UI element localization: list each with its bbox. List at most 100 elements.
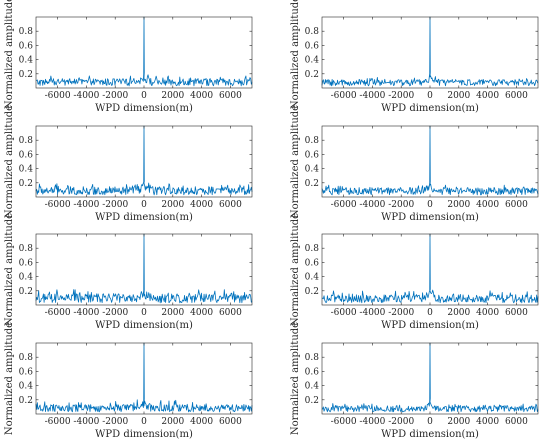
y-axis-label: Normalized amplitude <box>4 213 15 326</box>
x-tick-label: 0 <box>427 417 433 427</box>
x-tick-label: 2000 <box>447 91 470 101</box>
x-axis-label: WPD dimension(m) <box>95 320 193 331</box>
series-line <box>321 233 539 304</box>
series-line <box>35 342 253 413</box>
x-tick-label: 0 <box>141 308 147 318</box>
x-tick-label: -6000 <box>331 91 357 101</box>
y-tick-label: 0.4 <box>305 382 320 392</box>
y-tick-label: 0.2 <box>19 179 33 189</box>
y-tick-label: 0.2 <box>305 179 319 189</box>
y-tick-label: 0.8 <box>19 353 34 363</box>
y-tick-label: 0.8 <box>305 136 320 146</box>
x-tick-label: 6000 <box>505 91 528 101</box>
x-tick-label: -4000 <box>73 200 99 210</box>
x-tick-label: -2000 <box>388 91 414 101</box>
chart-panel-row3-right: -6000 -4000 -2000 0 2000 4000 6000 0.2 0.4 0.6 0.8… <box>290 213 539 331</box>
x-tick-label: -6000 <box>331 200 357 210</box>
x-tick-label: -2000 <box>102 417 128 427</box>
x-axis-label: WPD dimension(m) <box>381 103 479 114</box>
y-axis-label: Normalized amplitude <box>290 213 301 326</box>
series-line <box>35 125 253 196</box>
x-tick-label: 4000 <box>476 417 499 427</box>
y-tick-label: 0.6 <box>305 150 320 160</box>
y-tick-label: 0.6 <box>19 150 34 160</box>
x-tick-label: -4000 <box>73 417 99 427</box>
x-tick-label: -4000 <box>359 308 385 318</box>
y-tick-label: 0.2 <box>305 287 319 297</box>
y-tick-label: 0.6 <box>19 41 34 51</box>
chart-panel-row3-left: -6000 -4000 -2000 0 2000 4000 6000 0.2 0.4 0.6 0.8… <box>4 213 253 331</box>
y-tick-label: 0.6 <box>19 258 34 268</box>
x-tick-label: 6000 <box>505 308 528 318</box>
y-axis-label: Normalized amplitude <box>290 0 301 109</box>
x-tick-label: -4000 <box>73 91 99 101</box>
x-axis-label: WPD dimension(m) <box>381 429 479 439</box>
x-tick-label: -2000 <box>388 308 414 318</box>
x-tick-label: 0 <box>141 417 147 427</box>
x-tick-label: 4000 <box>476 200 499 210</box>
y-tick-label: 0.8 <box>19 136 34 146</box>
chart-panel-row1-right: -6000 -4000 -2000 0 2000 4000 6000 0.2 0.4 0.6 0.8… <box>290 0 539 114</box>
x-tick-label: 0 <box>427 91 433 101</box>
x-tick-label: -2000 <box>102 200 128 210</box>
x-tick-label: -6000 <box>45 91 71 101</box>
chart-panel-row1-left: -6000 -4000 -2000 0 2000 4000 6000 0.2 0.4 0.6 0.8… <box>4 0 253 114</box>
x-tick-label: 6000 <box>219 200 242 210</box>
x-tick-label: 6000 <box>219 417 242 427</box>
x-tick-label: 0 <box>427 308 433 318</box>
x-tick-label: 6000 <box>219 308 242 318</box>
y-tick-label: 0.2 <box>19 396 33 406</box>
x-tick-label: -4000 <box>73 308 99 318</box>
y-axis-label: Normalized amplitude <box>290 322 301 435</box>
x-tick-label: 4000 <box>190 200 213 210</box>
series-line <box>321 16 539 87</box>
x-tick-label: 6000 <box>219 91 242 101</box>
y-tick-label: 0.4 <box>305 165 320 175</box>
x-tick-label: -4000 <box>359 417 385 427</box>
y-tick-label: 0.2 <box>305 70 319 80</box>
y-tick-label: 0.6 <box>305 367 320 377</box>
x-tick-label: -6000 <box>331 308 357 318</box>
x-tick-label: 2000 <box>161 91 184 101</box>
x-tick-label: 6000 <box>505 417 528 427</box>
x-tick-label: -2000 <box>102 91 128 101</box>
y-tick-label: 0.4 <box>305 273 320 283</box>
x-tick-label: -2000 <box>388 417 414 427</box>
y-tick-label: 0.4 <box>19 165 34 175</box>
x-tick-label: 2000 <box>447 200 470 210</box>
x-tick-label: -6000 <box>45 200 71 210</box>
y-tick-label: 0.8 <box>305 353 320 363</box>
y-tick-label: 0.8 <box>19 244 34 254</box>
y-tick-label: 0.4 <box>19 273 34 283</box>
y-tick-label: 0.4 <box>19 382 34 392</box>
x-tick-label: -2000 <box>388 200 414 210</box>
x-tick-label: 0 <box>141 200 147 210</box>
x-tick-label: 2000 <box>447 308 470 318</box>
x-tick-label: -6000 <box>45 417 71 427</box>
chart-panel-row2-right: -6000 -4000 -2000 0 2000 4000 6000 0.2 0.4 0.6 0.8… <box>290 105 539 223</box>
x-axis-label: WPD dimension(m) <box>95 429 193 439</box>
x-axis-label: WPD dimension(m) <box>381 320 479 331</box>
y-tick-label: 0.6 <box>19 367 34 377</box>
x-tick-label: -2000 <box>102 308 128 318</box>
x-tick-label: 4000 <box>476 91 499 101</box>
x-tick-label: -4000 <box>359 91 385 101</box>
x-tick-label: 4000 <box>190 91 213 101</box>
x-tick-label: 2000 <box>161 417 184 427</box>
y-tick-label: 0.2 <box>19 70 33 80</box>
y-axis-label: Normalized amplitude <box>4 0 15 109</box>
series-line <box>35 16 253 87</box>
x-tick-label: 4000 <box>190 417 213 427</box>
y-tick-label: 0.2 <box>305 396 319 406</box>
y-tick-label: 0.4 <box>19 56 34 66</box>
y-tick-label: 0.4 <box>305 56 320 66</box>
x-tick-label: 4000 <box>190 308 213 318</box>
x-tick-label: 6000 <box>505 200 528 210</box>
x-axis-label: WPD dimension(m) <box>95 212 193 223</box>
x-axis-label: WPD dimension(m) <box>95 103 193 114</box>
series-line <box>321 342 539 413</box>
y-axis-label: Normalized amplitude <box>290 105 301 218</box>
chart-panel-row4-right: -6000 -4000 -2000 0 2000 4000 6000 0.2 0.4 0.6 0.8… <box>290 322 539 439</box>
y-tick-label: 0.8 <box>19 27 34 37</box>
x-tick-label: 2000 <box>447 417 470 427</box>
